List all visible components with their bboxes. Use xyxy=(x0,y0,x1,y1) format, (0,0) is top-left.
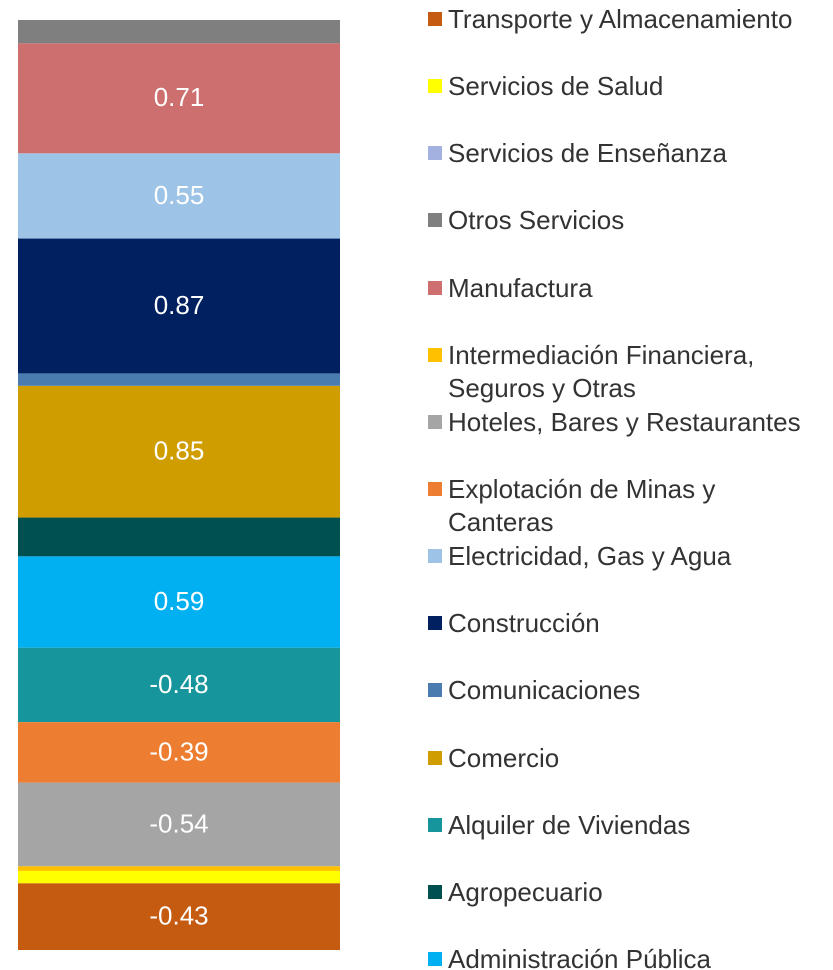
legend-label: Administración Pública xyxy=(448,943,712,970)
bar-segment xyxy=(18,43,340,154)
bar-segment xyxy=(18,373,340,386)
data-label: -0.54 xyxy=(149,808,208,838)
legend-swatch xyxy=(428,414,442,429)
data-label: -0.43 xyxy=(149,901,208,931)
bar-segment xyxy=(18,385,340,518)
legend-swatch xyxy=(428,884,442,899)
bar-segment xyxy=(18,782,340,867)
plot: 0.59 -0.48 0.85 0.87 0.55 -0.39 -0.54 0.71 -0.43 xyxy=(18,20,340,950)
legend-label: Transporte y Almacenamiento xyxy=(448,4,793,34)
legend-swatch xyxy=(428,347,442,362)
legend-label: Agropecuario xyxy=(448,876,603,907)
legend-label: Construcción xyxy=(448,608,600,639)
bar-segment xyxy=(18,153,340,239)
legend-swatch xyxy=(428,817,442,832)
legend-item: Intermediación Financiera, Seguros y Otr… xyxy=(428,339,828,405)
data-label: 0.85 xyxy=(154,436,205,466)
legend-label: Electricidad, Gas y Agua xyxy=(448,541,732,572)
data-label: 0.71 xyxy=(154,82,205,112)
legend-label: Explotación de Minas y Canteras xyxy=(448,473,716,537)
legend-item: Servicios de Salud xyxy=(428,70,828,103)
legend-label: Manufactura xyxy=(448,272,593,303)
bar-segment xyxy=(18,20,340,44)
legend-label: Intermediación Financiera, Seguros y Otr… xyxy=(448,339,755,403)
legend-label: Comercio xyxy=(448,742,560,773)
bar-segment xyxy=(18,883,340,950)
legend-swatch xyxy=(428,146,442,161)
legend-item: Alquiler de Viviendas xyxy=(428,809,828,842)
bar-segment xyxy=(18,866,340,871)
legend-swatch xyxy=(428,750,442,765)
bar-segment xyxy=(18,517,340,557)
legend-item: Hoteles, Bares y Restaurantes xyxy=(428,406,828,439)
legend-item: Comercio xyxy=(428,742,828,775)
legend-swatch xyxy=(428,549,442,564)
legend-item: Servicios de Enseñanza xyxy=(428,137,828,170)
bar-segment xyxy=(18,722,340,783)
legend-label: Alquiler de Viviendas xyxy=(448,809,691,840)
legend-item: Transporte y Almacenamiento xyxy=(428,3,828,36)
legend-item: Otros Servicios xyxy=(428,204,828,237)
legend-swatch xyxy=(428,481,442,496)
legend-label: Servicios de Salud xyxy=(448,71,664,102)
legend-swatch xyxy=(428,213,442,228)
legend-label: Servicios de Enseñanza xyxy=(448,138,727,169)
legend-swatch xyxy=(428,951,442,966)
legend-item: Explotación de Minas y Canteras xyxy=(428,473,828,539)
legend-swatch xyxy=(428,683,442,698)
legend-label: Comunicaciones xyxy=(448,675,641,706)
data-label: -0.48 xyxy=(149,669,208,699)
bar-segment xyxy=(18,870,340,884)
legend-swatch xyxy=(428,280,442,295)
data-label: -0.39 xyxy=(149,736,208,766)
bar-segment xyxy=(18,238,340,374)
legend-item: Agropecuario xyxy=(428,876,828,909)
bar-segment xyxy=(18,556,340,648)
legend-label: Hoteles, Bares y Restaurantes xyxy=(448,406,801,437)
legend-swatch xyxy=(428,79,442,94)
legend-swatch xyxy=(428,616,442,631)
legend-item: Electricidad, Gas y Agua xyxy=(428,540,828,573)
data-label: 0.55 xyxy=(154,180,205,210)
legend-swatch xyxy=(428,12,442,26)
data-label: 0.87 xyxy=(154,290,205,320)
bar-segment xyxy=(18,647,340,723)
data-label: 0.59 xyxy=(154,586,205,616)
legend-item: Construcción xyxy=(428,607,828,640)
legend-item: Manufactura xyxy=(428,272,828,305)
legend-item: Administración Pública xyxy=(428,943,828,970)
legend-label: Otros Servicios xyxy=(448,205,625,236)
legend-item: Comunicaciones xyxy=(428,674,828,707)
